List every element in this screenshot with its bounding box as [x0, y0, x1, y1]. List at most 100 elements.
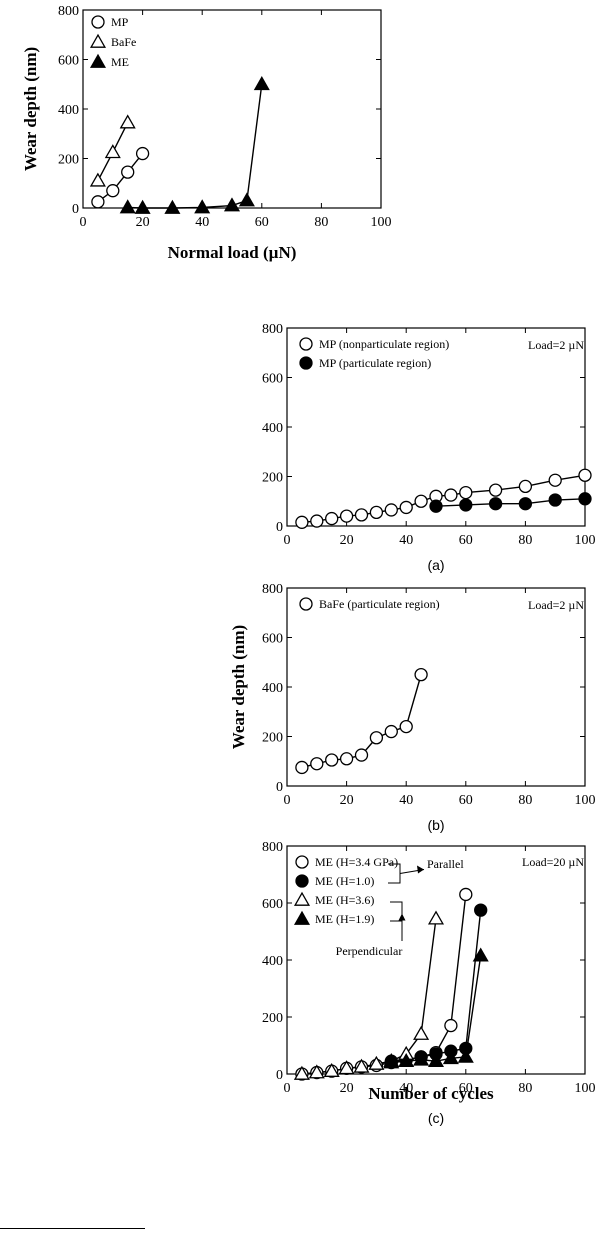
x-tick-label: 60	[459, 793, 473, 808]
x-tick-label: 20	[340, 793, 354, 808]
parallel-label: Parallel	[427, 857, 464, 871]
chart-a: 0 20 40 60 80 100 0 200 400 600 800 MP (nonparticul…	[262, 322, 596, 573]
data-point-series-1	[384, 724, 398, 739]
x-tick-label: 0	[284, 793, 291, 808]
legend-marker-1	[299, 597, 313, 611]
y-tick-label: 200	[58, 153, 79, 168]
data-point-series-1	[106, 184, 120, 198]
legend-label-3: ME	[111, 55, 129, 69]
y-tick-label: 0	[276, 1068, 283, 1083]
data-point-series-1	[295, 760, 309, 775]
data-point-series-4	[442, 1050, 459, 1065]
load-annotation: Load=2 µN	[528, 338, 584, 352]
x-tick-label: 60	[459, 1081, 473, 1096]
legend-label-3: ME (H=3.6)	[315, 893, 374, 907]
x-tick-label: 100	[371, 215, 392, 230]
x-tick-label: 80	[518, 1081, 532, 1096]
legend-label-1: MP (nonparticulate region)	[319, 337, 449, 351]
data-point-series-4	[383, 1054, 400, 1069]
y-tick-label: 0	[276, 520, 283, 535]
x-tick-label: 80	[518, 533, 532, 548]
legend-label-2: MP (particulate region)	[319, 356, 431, 370]
data-point-series-1	[399, 500, 413, 515]
data-point-series-1	[354, 748, 369, 762]
y-tick-label: 800	[262, 840, 283, 855]
data-point-series-1	[325, 753, 339, 767]
chart-c: 0 20 40 60 80 100 0 200 400 600 800 ME (H=3.4 GPa) M…	[262, 840, 596, 1126]
data-point-series-1	[295, 515, 309, 529]
panel-caption: (b)	[427, 817, 444, 833]
y-tick-label: 800	[262, 322, 283, 337]
x-tick-label: 0	[284, 533, 291, 548]
load-annotation: Load=20 µN	[522, 855, 584, 869]
x-tick-label: 100	[575, 533, 596, 548]
series-line-2	[391, 910, 482, 1062]
data-point-series-3	[338, 1060, 355, 1075]
data-point-series-1	[578, 468, 592, 482]
legend-marker-4	[293, 910, 311, 925]
data-point-series-1	[310, 757, 324, 771]
data-point-series-1	[325, 511, 339, 526]
data-point-series-1	[444, 488, 458, 502]
x-axis-title: Number of cycles	[368, 1084, 494, 1103]
load-annotation: Load=2 µN	[528, 598, 584, 612]
data-point-series-1	[339, 509, 354, 523]
data-point-series-1	[339, 752, 354, 766]
y-tick-label: 600	[58, 54, 79, 69]
x-tick-label: 100	[575, 1081, 596, 1096]
data-point-series-4	[457, 1048, 474, 1063]
y-tick-label: 200	[262, 471, 283, 486]
legend-label-2: ME (H=1.0)	[315, 874, 374, 888]
data-point-series-3	[194, 199, 211, 214]
x-tick-label: 80	[314, 215, 328, 230]
data-point-series-2	[578, 492, 592, 506]
y-tick-label: 400	[262, 954, 283, 969]
data-point-series-3	[323, 1062, 340, 1077]
data-point-series-2	[89, 172, 106, 187]
data-point-series-1	[369, 505, 384, 520]
data-point-series-2	[104, 144, 121, 159]
data-point-series-3	[134, 199, 151, 214]
legend-label-2: BaFe	[111, 35, 136, 49]
data-point-series-3	[427, 910, 445, 925]
data-point-series-4	[472, 947, 489, 962]
legend-marker-3	[293, 891, 311, 906]
data-point-series-1	[384, 503, 398, 517]
x-tick-label: 60	[459, 533, 473, 548]
data-point-series-2	[474, 903, 488, 917]
y-tick-label: 800	[58, 4, 79, 19]
data-point-series-1	[399, 719, 413, 734]
data-point-series-1	[414, 494, 428, 508]
y-tick-label: 0	[276, 780, 283, 795]
data-point-series-3	[164, 199, 181, 214]
data-point-series-3	[368, 1055, 385, 1070]
panel-caption: (c)	[428, 1110, 444, 1126]
legend-marker-2	[89, 33, 107, 48]
x-tick-label: 80	[518, 793, 532, 808]
y-axis-title: Wear depth (nm)	[229, 625, 248, 749]
data-point-series-1	[354, 508, 369, 522]
parallel-arrowhead	[417, 865, 424, 874]
y-tick-label: 200	[262, 1011, 283, 1026]
perpendicular-bracket	[390, 901, 403, 922]
data-point-series-1	[414, 667, 428, 682]
legend-marker-1	[91, 15, 105, 29]
data-point-series-3	[308, 1064, 325, 1079]
y-tick-label: 0	[72, 202, 79, 217]
perpendicular-arrowhead	[398, 913, 406, 921]
data-point-series-3	[119, 199, 136, 214]
y-tick-label: 600	[262, 372, 283, 387]
series-line-1	[97, 153, 144, 203]
data-point-series-2	[429, 499, 443, 513]
legend-marker-1	[295, 855, 309, 869]
series-line-1	[301, 474, 586, 523]
x-tick-label: 20	[340, 533, 354, 548]
x-tick-label: 40	[399, 793, 413, 808]
x-tick-label: 0	[80, 215, 87, 230]
series-line-3	[127, 84, 263, 209]
data-point-series-3	[293, 1065, 310, 1080]
x-axis-title: Normal load (µN)	[168, 243, 297, 262]
y-tick-label: 400	[58, 103, 79, 118]
data-point-series-1	[548, 473, 562, 487]
